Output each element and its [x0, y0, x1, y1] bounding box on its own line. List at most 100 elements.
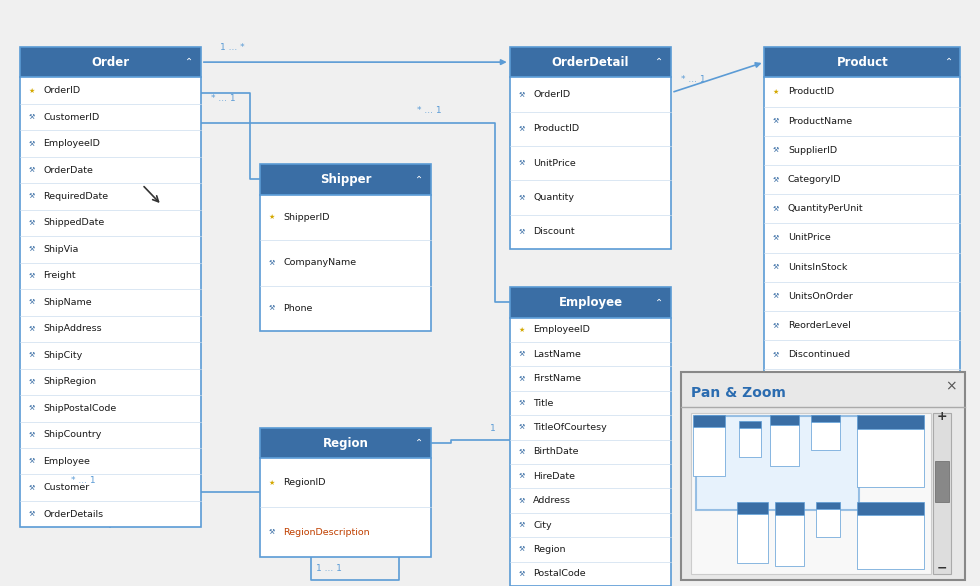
- Text: Region: Region: [533, 545, 565, 554]
- Text: RegionDescription: RegionDescription: [283, 527, 369, 537]
- Text: Shipper: Shipper: [319, 173, 371, 186]
- Text: ⚒: ⚒: [28, 167, 34, 173]
- Text: ⚒: ⚒: [518, 449, 524, 455]
- Text: ProductID: ProductID: [533, 124, 579, 134]
- Text: ⚒: ⚒: [518, 229, 524, 235]
- Text: UnitPrice: UnitPrice: [788, 233, 831, 243]
- Text: ShipPostalCode: ShipPostalCode: [43, 404, 117, 413]
- Text: Quantity: Quantity: [533, 193, 574, 202]
- Text: SupplierID: SupplierID: [788, 146, 837, 155]
- Text: ⌃: ⌃: [416, 174, 423, 185]
- Text: Discount: Discount: [533, 227, 574, 236]
- Text: ⚒: ⚒: [773, 264, 779, 270]
- Text: ⚒: ⚒: [518, 546, 524, 553]
- Text: ⚒: ⚒: [28, 458, 34, 464]
- FancyBboxPatch shape: [510, 287, 671, 318]
- FancyBboxPatch shape: [810, 415, 840, 422]
- Text: Title: Title: [533, 398, 554, 407]
- Text: ⌃: ⌃: [945, 57, 953, 67]
- Text: Phone: Phone: [283, 304, 313, 313]
- Text: OrderDate: OrderDate: [43, 165, 93, 175]
- Text: ⚒: ⚒: [28, 273, 34, 279]
- Text: ⚒: ⚒: [518, 498, 524, 503]
- Text: EmployeeID: EmployeeID: [43, 139, 100, 148]
- FancyBboxPatch shape: [935, 462, 949, 502]
- Text: Order: Order: [91, 56, 129, 69]
- Text: * ... 1: * ... 1: [211, 94, 235, 103]
- Text: ShipAddress: ShipAddress: [43, 324, 102, 333]
- FancyBboxPatch shape: [681, 372, 965, 580]
- Text: ProductName: ProductName: [788, 117, 852, 125]
- FancyBboxPatch shape: [260, 195, 431, 331]
- Text: ×: ×: [945, 380, 956, 394]
- Text: BirthDate: BirthDate: [533, 447, 578, 456]
- Text: ⚒: ⚒: [518, 376, 524, 381]
- Text: PostalCode: PostalCode: [533, 570, 586, 578]
- Text: HireDate: HireDate: [533, 472, 575, 481]
- FancyBboxPatch shape: [510, 318, 671, 586]
- Text: ⚒: ⚒: [269, 529, 274, 535]
- Text: ⌃: ⌃: [416, 438, 423, 448]
- FancyBboxPatch shape: [510, 47, 671, 77]
- Text: ⚒: ⚒: [28, 379, 34, 385]
- Text: QuantityPerUnit: QuantityPerUnit: [788, 205, 863, 213]
- Text: * ... 1: * ... 1: [72, 476, 96, 485]
- Text: ⚒: ⚒: [518, 571, 524, 577]
- Text: ⚒: ⚒: [28, 220, 34, 226]
- Text: ⌃: ⌃: [656, 297, 663, 308]
- Text: ReorderLevel: ReorderLevel: [788, 321, 851, 330]
- Text: EmployeeID: EmployeeID: [533, 325, 590, 334]
- FancyBboxPatch shape: [691, 413, 931, 574]
- Text: 1 ... 1: 1 ... 1: [316, 564, 342, 573]
- FancyBboxPatch shape: [815, 502, 840, 509]
- Text: ⚒: ⚒: [518, 195, 524, 200]
- Text: * ... 1: * ... 1: [681, 75, 706, 84]
- FancyBboxPatch shape: [739, 421, 760, 428]
- Text: ⚒: ⚒: [773, 410, 779, 416]
- Text: Region: Region: [322, 437, 368, 449]
- Text: ⚒: ⚒: [773, 294, 779, 299]
- Text: ⚒: ⚒: [28, 299, 34, 305]
- Text: +: +: [937, 410, 947, 423]
- Text: ★: ★: [773, 89, 779, 95]
- FancyBboxPatch shape: [770, 425, 799, 466]
- Text: Pan & Zoom: Pan & Zoom: [691, 386, 786, 400]
- Text: ⚒: ⚒: [518, 91, 524, 97]
- FancyBboxPatch shape: [693, 427, 724, 476]
- Text: ⚒: ⚒: [28, 406, 34, 411]
- Text: ★: ★: [28, 87, 34, 94]
- Text: EAN13: EAN13: [788, 380, 819, 389]
- Text: ShipRegion: ShipRegion: [43, 377, 96, 386]
- Text: ⚒: ⚒: [773, 352, 779, 358]
- Text: ⚒: ⚒: [773, 322, 779, 329]
- FancyBboxPatch shape: [737, 514, 767, 563]
- Text: ⚒: ⚒: [28, 511, 34, 517]
- Text: ProductID: ProductID: [788, 87, 834, 97]
- Text: ⌃: ⌃: [656, 57, 663, 67]
- Text: Address: Address: [533, 496, 571, 505]
- Text: ⌃: ⌃: [185, 57, 193, 67]
- FancyBboxPatch shape: [933, 413, 951, 574]
- Text: ShipCity: ShipCity: [43, 351, 82, 360]
- FancyBboxPatch shape: [857, 430, 924, 488]
- Text: ShipName: ShipName: [43, 298, 92, 307]
- Text: Employee: Employee: [559, 296, 622, 309]
- Text: ⚒: ⚒: [773, 235, 779, 241]
- Text: ★: ★: [518, 327, 524, 333]
- Text: Category: Category: [788, 408, 831, 418]
- Text: Discontinued: Discontinued: [788, 350, 850, 359]
- Text: Product: Product: [837, 56, 888, 69]
- Text: 1: 1: [490, 424, 496, 432]
- Text: City: City: [533, 520, 552, 530]
- Text: ⚒: ⚒: [773, 206, 779, 212]
- FancyBboxPatch shape: [815, 509, 840, 537]
- Text: CategoryID: CategoryID: [788, 175, 842, 184]
- Text: ShipperID: ShipperID: [283, 213, 329, 222]
- Text: CustomerID: CustomerID: [43, 113, 99, 121]
- FancyBboxPatch shape: [20, 47, 201, 77]
- Text: CompanyName: CompanyName: [283, 258, 357, 267]
- Text: Employee: Employee: [43, 456, 90, 466]
- FancyBboxPatch shape: [857, 502, 924, 515]
- Text: OrderID: OrderID: [533, 90, 570, 99]
- Text: −: −: [937, 562, 947, 575]
